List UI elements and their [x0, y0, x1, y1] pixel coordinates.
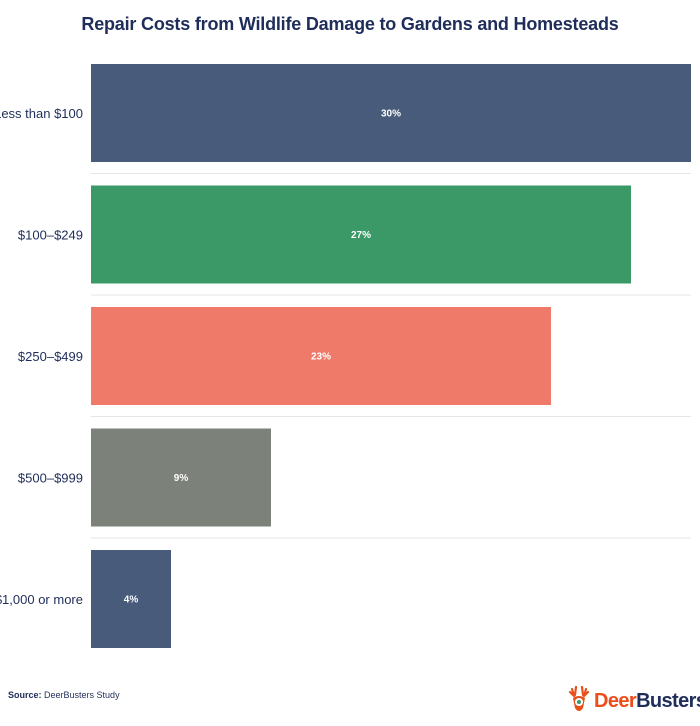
category-label: Less than $100 — [0, 106, 83, 121]
category-label: $100–$249 — [18, 228, 83, 243]
chart-title: Repair Costs from Wildlife Damage to Gar… — [81, 14, 619, 34]
data-label: 4% — [124, 595, 139, 606]
category-label: $250–$499 — [18, 349, 83, 364]
logo: DeerBusters — [566, 684, 700, 718]
bar — [91, 428, 271, 527]
category-label: $500–$999 — [18, 471, 83, 486]
bar — [91, 307, 551, 405]
data-label: 9% — [174, 473, 189, 484]
source-text: DeerBusters Study — [44, 690, 120, 700]
logo-text-busters: Busters — [636, 689, 700, 712]
bar — [91, 550, 171, 648]
data-label: 30% — [381, 109, 401, 120]
category-label: $1,000 or more — [0, 592, 83, 607]
source-label: Source: — [8, 690, 42, 700]
deer-head-icon — [568, 686, 590, 711]
logo-text-deer: Deer — [594, 689, 637, 712]
data-label: 27% — [351, 230, 371, 241]
data-label: 23% — [311, 352, 331, 363]
logo-wordmark: DeerBusters — [594, 690, 700, 713]
source-note: Source: DeerBusters Study — [8, 690, 120, 700]
bar — [91, 185, 631, 284]
bar — [91, 64, 691, 162]
